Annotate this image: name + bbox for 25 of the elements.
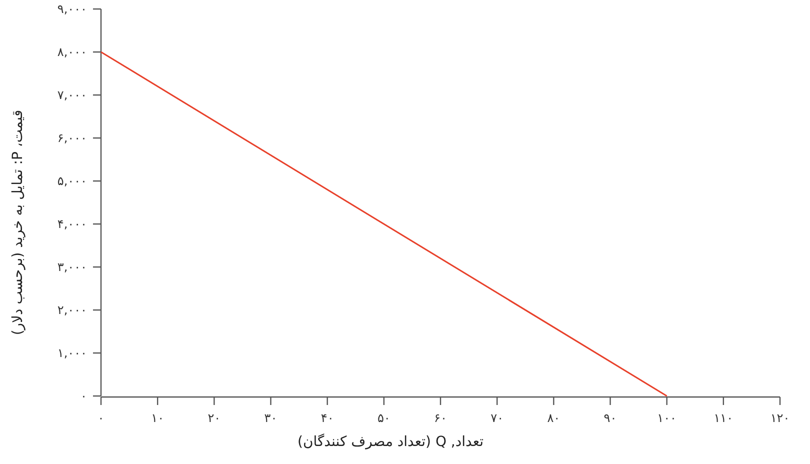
x-tick-label: ۱۰۰ bbox=[657, 411, 677, 425]
x-tick-label: ۵۰ bbox=[377, 411, 390, 425]
y-tick-label: ۱,۰۰۰ bbox=[57, 346, 87, 360]
y-axis-title: قیمت، P: تمایل به خرید (برحسب دلار) bbox=[10, 110, 26, 336]
x-tick-label: ۳۰ bbox=[264, 411, 278, 425]
x-tick-label: ۸۰ bbox=[547, 411, 560, 425]
y-tick-label: ۳,۰۰۰ bbox=[57, 260, 87, 274]
x-axis-title: تعداد, Q (تعداد مصرف کنندگان) bbox=[297, 433, 484, 450]
y-tick-label: ۰ bbox=[80, 389, 87, 403]
x-tick-label: ۱۲۰ bbox=[770, 411, 790, 425]
y-tick-label: ۸,۰۰۰ bbox=[57, 45, 87, 59]
y-tick-label: ۶,۰۰۰ bbox=[57, 131, 87, 145]
x-tick-label: ۱۰ bbox=[151, 411, 164, 425]
x-tick-label: ۴۰ bbox=[320, 411, 334, 425]
x-tick-label: ۲۰ bbox=[208, 411, 221, 425]
x-tick-label: ۶۰ bbox=[434, 411, 447, 425]
y-tick-label: ۷,۰۰۰ bbox=[57, 88, 87, 102]
y-tick-label: ۴,۰۰۰ bbox=[57, 217, 87, 231]
x-tick-label: ۰ bbox=[98, 411, 104, 425]
x-tick-label: ۹۰ bbox=[604, 411, 617, 425]
x-tick-label: ۱۱۰ bbox=[714, 411, 734, 425]
x-tick-label: ۷۰ bbox=[490, 411, 504, 425]
y-tick-label: ۹,۰۰۰ bbox=[57, 2, 87, 16]
y-tick-label: ۲,۰۰۰ bbox=[57, 303, 87, 317]
y-tick-label: ۵,۰۰۰ bbox=[57, 174, 87, 188]
